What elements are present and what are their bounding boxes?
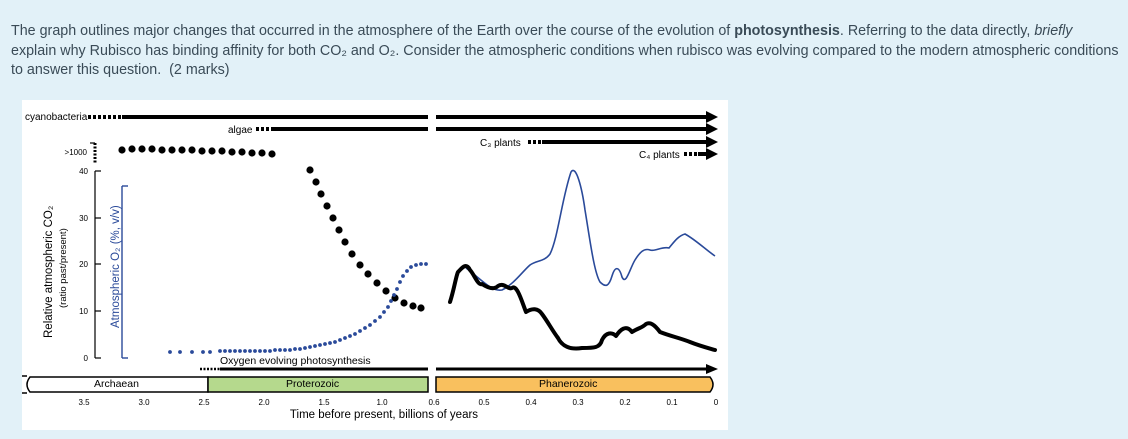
co2-tick-10: 10 — [79, 307, 88, 316]
co2-phanerozoic-line — [448, 264, 717, 352]
cyanobacteria-label: cyanobacteria — [25, 112, 88, 123]
x-axis-title: Time before present, billions of years — [290, 409, 478, 421]
axis-break-gap — [428, 105, 436, 405]
svg-text:3.0: 3.0 — [138, 398, 150, 407]
question-marks: (2 marks) — [169, 62, 230, 79]
svg-text:0.6: 0.6 — [428, 398, 440, 407]
question-sentence2-start: . Referring to the data directly, — [839, 23, 1035, 40]
question-text: The graph outlines major changes that oc… — [11, 22, 1121, 81]
co2-axis-title: Relative atmospheric CO₂ — [43, 206, 55, 338]
svg-text:0: 0 — [714, 398, 719, 407]
co2-tick-1000: >1000 — [65, 148, 88, 157]
svg-text:0.1: 0.1 — [666, 398, 678, 407]
svg-text:0.5: 0.5 — [478, 398, 490, 407]
c4-arrowhead — [706, 148, 718, 160]
svg-text:2.5: 2.5 — [198, 398, 210, 407]
cyanobacteria-arrowhead — [706, 111, 718, 123]
question-emphasis: briefly — [1034, 23, 1073, 40]
question-intro: The graph outlines major changes that oc… — [11, 23, 735, 40]
o2-dotted-series — [168, 262, 428, 354]
co2-axis-subtitle: (ratio past/present) — [58, 228, 69, 308]
svg-text:3.5: 3.5 — [78, 398, 90, 407]
atmosphere-evolution-figure: cyanobacteria algae C₃ plants C₄ plants … — [22, 100, 728, 430]
eon-proterozoic — [207, 376, 429, 393]
co2-dotted-series — [118, 145, 425, 312]
c3-plants-label: C₃ plants — [480, 138, 521, 149]
oxygen-evolving-label: Oxygen evolving photosynthesis — [220, 355, 371, 367]
svg-text:0.4: 0.4 — [525, 398, 537, 407]
eon-archaean — [26, 376, 209, 393]
question-sentence2-end: explain why Rubisco has binding affinity… — [11, 42, 1119, 79]
co2-tick-0: 0 — [84, 354, 89, 363]
question-keyword: photosynthesis — [734, 23, 840, 40]
o2-phanerozoic-line — [465, 169, 716, 291]
eon-phanerozoic-label: Phanerozoic — [539, 378, 597, 390]
algae-label: algae — [228, 125, 253, 136]
algae-arrowhead — [706, 123, 718, 135]
co2-tick-30: 30 — [79, 214, 88, 223]
co2-tick-40: 40 — [79, 167, 88, 176]
eon-archaean-label: Archaean — [94, 378, 139, 390]
eon-phanerozoic — [435, 376, 714, 393]
svg-text:2.0: 2.0 — [258, 398, 270, 407]
figure-graphic: cyanobacteria algae C₃ plants C₄ plants … — [22, 105, 719, 421]
c4-plants-label: C₄ plants — [639, 150, 680, 161]
c3-arrowhead — [706, 136, 718, 148]
svg-text:0.3: 0.3 — [572, 398, 584, 407]
oxygen-evolving-arrowhead — [706, 364, 718, 374]
svg-text:1.5: 1.5 — [318, 398, 330, 407]
co2-tick-20: 20 — [79, 260, 88, 269]
svg-text:0.2: 0.2 — [619, 398, 631, 407]
x-axis-ticks: 3.5 3.0 2.5 2.0 1.5 1.0 0.6 0.5 0.4 0.3 … — [78, 398, 718, 407]
eon-proterozoic-label: Proterozoic — [286, 378, 339, 390]
svg-text:1.0: 1.0 — [376, 398, 388, 407]
o2-axis-title: Atmospheric O₂ (%, v/v) — [110, 205, 122, 328]
